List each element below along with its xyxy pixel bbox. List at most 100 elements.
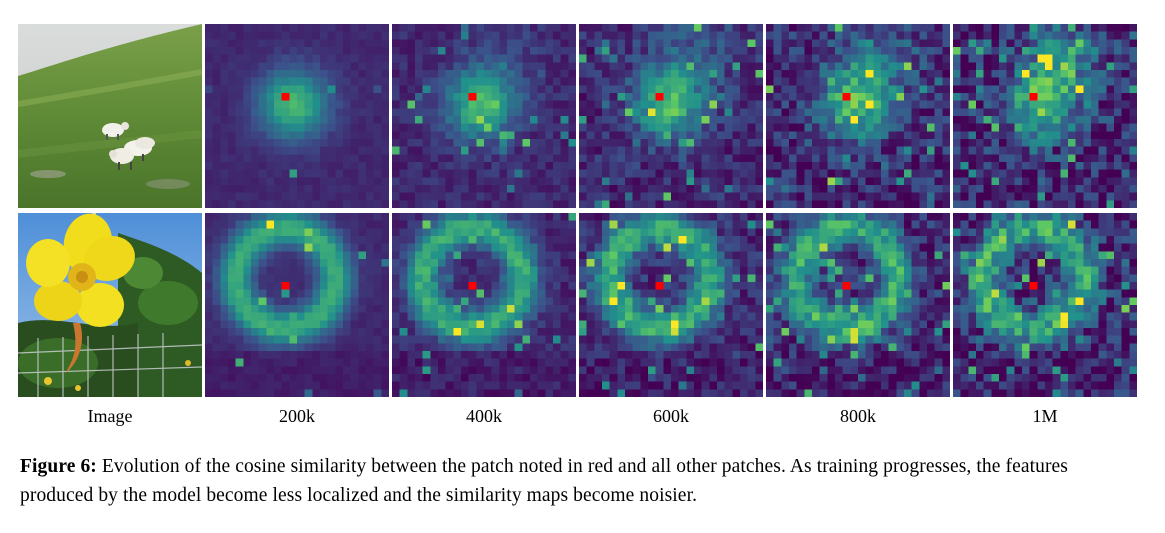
- similarity-cell: [281, 374, 290, 382]
- similarity-cell: [438, 328, 446, 336]
- similarity-cell: [438, 305, 446, 313]
- similarity-cell: [499, 305, 508, 313]
- similarity-cell: [453, 169, 462, 178]
- similarity-cell: [251, 62, 259, 71]
- similarity-cell: [609, 39, 618, 48]
- similarity-cell: [594, 85, 603, 94]
- similarity-cell: [1106, 131, 1115, 140]
- similarity-cell: [430, 24, 439, 32]
- similarity-cell: [266, 228, 275, 237]
- similarity-cell: [740, 62, 748, 71]
- similarity-cell: [522, 297, 531, 306]
- similarity-cell: [655, 177, 664, 186]
- similarity-cell: [312, 251, 321, 260]
- similarity-cell: [274, 85, 282, 94]
- similarity-cell: [445, 100, 454, 109]
- similarity-cell: [476, 162, 485, 170]
- similarity-cell: [617, 24, 626, 32]
- similarity-cell: [1098, 139, 1107, 147]
- similarity-cell: [819, 259, 828, 267]
- similarity-cell: [942, 243, 950, 252]
- similarity-cell: [819, 282, 828, 290]
- similarity-cell: [663, 305, 672, 313]
- similarity-cell: [579, 274, 587, 283]
- similarity-cell: [289, 389, 298, 397]
- similarity-cell: [235, 381, 244, 390]
- similarity-cell: [343, 108, 351, 117]
- similarity-cell: [804, 139, 813, 147]
- similarity-cell: [740, 381, 748, 390]
- similarity-cell: [781, 305, 790, 313]
- similarity-cell: [648, 192, 656, 201]
- similarity-cell: [671, 24, 679, 32]
- similarity-cell: [537, 312, 546, 321]
- similarity-cell: [827, 54, 836, 63]
- similarity-cell: [453, 108, 462, 117]
- similarity-map-800k-flower: [766, 213, 950, 397]
- similarity-cell: [617, 282, 626, 290]
- similarity-cell: [842, 243, 851, 252]
- similarity-cell: [724, 389, 733, 397]
- similarity-cell: [499, 177, 508, 186]
- similarity-cell: [663, 374, 672, 382]
- similarity-cell: [1014, 200, 1023, 208]
- similarity-cell: [789, 177, 797, 186]
- similarity-cell: [1022, 108, 1030, 117]
- similarity-cell: [476, 328, 485, 336]
- similarity-cell: [724, 243, 733, 252]
- similarity-cell: [755, 108, 763, 117]
- similarity-cell: [350, 328, 359, 336]
- similarity-cell: [251, 381, 259, 390]
- similarity-cell: [796, 220, 805, 229]
- similarity-cell: [499, 335, 508, 344]
- similarity-cell: [312, 39, 321, 48]
- similarity-cell: [1129, 200, 1137, 208]
- similarity-cell: [976, 39, 984, 48]
- similarity-cell: [934, 62, 943, 71]
- similarity-cell: [468, 24, 477, 32]
- similarity-cell: [1098, 131, 1107, 140]
- similarity-cell: [694, 62, 702, 71]
- similarity-cell: [358, 62, 367, 71]
- similarity-cell: [648, 139, 656, 147]
- similarity-cell: [919, 305, 928, 313]
- similarity-cell: [366, 213, 374, 221]
- similarity-cell: [258, 54, 267, 63]
- similarity-cell: [381, 274, 389, 283]
- similarity-cell: [960, 200, 969, 208]
- similarity-cell: [545, 100, 554, 109]
- similarity-cell: [602, 389, 610, 397]
- similarity-cell: [983, 54, 992, 63]
- similarity-cell: [514, 220, 523, 229]
- similarity-cell: [320, 169, 328, 178]
- similarity-cell: [350, 39, 359, 48]
- similarity-cell: [835, 70, 843, 78]
- similarity-cell: [537, 335, 546, 344]
- similarity-cell: [991, 116, 1000, 124]
- similarity-cell: [617, 85, 626, 94]
- similarity-cell: [904, 297, 912, 306]
- similarity-cell: [881, 274, 889, 283]
- similarity-cell: [327, 289, 336, 298]
- similarity-cell: [366, 312, 374, 321]
- similarity-cell: [281, 335, 290, 344]
- similarity-cell: [709, 274, 718, 283]
- similarity-cell: [545, 213, 554, 221]
- similarity-cell: [1045, 146, 1053, 155]
- similarity-cell: [468, 70, 477, 78]
- similarity-cell: [983, 116, 992, 124]
- similarity-cell: [881, 108, 889, 117]
- similarity-cell: [896, 31, 905, 40]
- similarity-cell: [1083, 177, 1092, 186]
- similarity-cell: [373, 200, 382, 208]
- similarity-cell: [671, 123, 679, 132]
- similarity-cell: [888, 47, 897, 55]
- similarity-cell: [648, 213, 656, 221]
- similarity-cell: [553, 274, 561, 283]
- similarity-cell: [304, 185, 313, 193]
- similarity-cell: [942, 93, 950, 101]
- similarity-cell: [358, 251, 367, 260]
- similarity-cell: [373, 139, 382, 147]
- similarity-cell: [934, 177, 943, 186]
- similarity-cell: [514, 116, 523, 124]
